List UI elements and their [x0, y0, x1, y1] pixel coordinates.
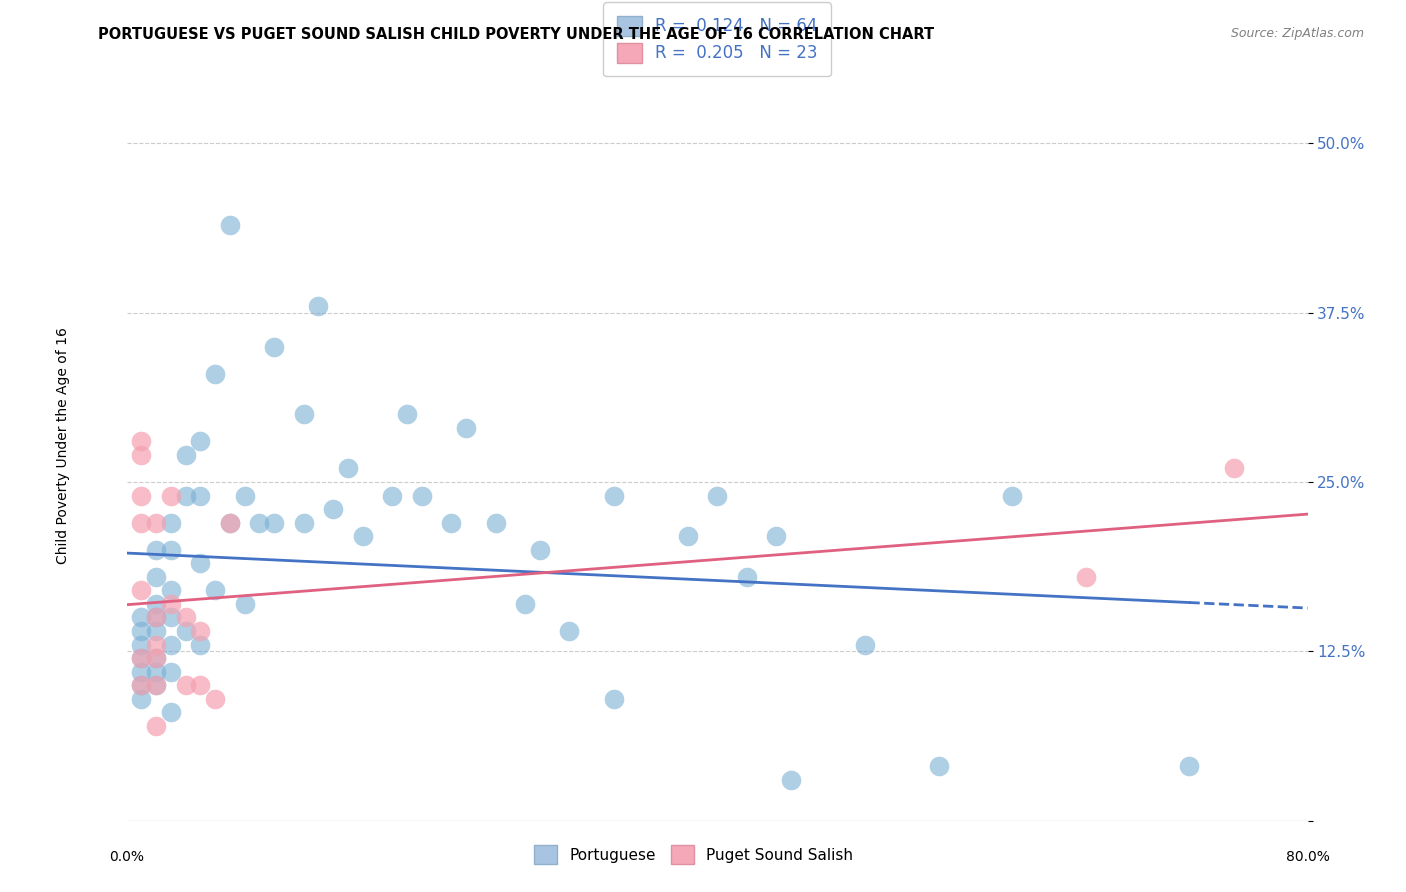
- Point: [188, 434, 211, 449]
- Point: [233, 489, 256, 503]
- Point: [145, 610, 167, 624]
- Text: PORTUGUESE VS PUGET SOUND SALISH CHILD POVERTY UNDER THE AGE OF 16 CORRELATION C: PORTUGUESE VS PUGET SOUND SALISH CHILD P…: [98, 27, 935, 42]
- Point: [352, 529, 374, 543]
- Point: [515, 597, 537, 611]
- Point: [263, 340, 285, 354]
- Point: [129, 489, 153, 503]
- Point: [1001, 489, 1024, 503]
- Point: [411, 489, 433, 503]
- Point: [159, 610, 183, 624]
- Point: [1076, 570, 1098, 584]
- Text: Child Poverty Under the Age of 16: Child Poverty Under the Age of 16: [56, 327, 70, 565]
- Point: [145, 651, 167, 665]
- Point: [129, 624, 153, 638]
- Text: 0.0%: 0.0%: [110, 850, 143, 863]
- Point: [322, 502, 344, 516]
- Point: [159, 489, 183, 503]
- Point: [603, 489, 626, 503]
- Point: [129, 638, 153, 652]
- Point: [159, 706, 183, 720]
- Point: [129, 678, 153, 692]
- Point: [174, 610, 197, 624]
- Point: [145, 516, 167, 530]
- Point: [145, 610, 167, 624]
- Point: [129, 678, 153, 692]
- Point: [529, 542, 551, 557]
- Point: [145, 638, 167, 652]
- Point: [454, 421, 477, 435]
- Point: [129, 610, 153, 624]
- Point: [1222, 461, 1246, 475]
- Point: [440, 516, 463, 530]
- Point: [263, 516, 285, 530]
- Point: [129, 516, 153, 530]
- Point: [159, 542, 183, 557]
- Point: [174, 678, 197, 692]
- Point: [174, 624, 197, 638]
- Point: [145, 678, 167, 692]
- Point: [129, 434, 153, 449]
- Point: [292, 516, 315, 530]
- Point: [188, 556, 211, 570]
- Point: [145, 651, 167, 665]
- Point: [145, 719, 167, 733]
- Point: [188, 489, 211, 503]
- Point: [159, 597, 183, 611]
- Point: [1178, 759, 1201, 773]
- Point: [129, 651, 153, 665]
- Point: [159, 638, 183, 652]
- Point: [145, 542, 167, 557]
- Point: [219, 218, 242, 232]
- Point: [145, 624, 167, 638]
- Legend: Portuguese, Puget Sound Salish: Portuguese, Puget Sound Salish: [526, 838, 860, 871]
- Point: [145, 570, 167, 584]
- Point: [292, 407, 315, 421]
- Point: [779, 772, 801, 787]
- Point: [145, 678, 167, 692]
- Point: [129, 651, 153, 665]
- Point: [706, 489, 728, 503]
- Point: [928, 759, 950, 773]
- Point: [129, 583, 153, 598]
- Point: [233, 597, 256, 611]
- Point: [676, 529, 699, 543]
- Point: [159, 665, 183, 679]
- Point: [129, 691, 153, 706]
- Point: [484, 516, 508, 530]
- Point: [188, 624, 211, 638]
- Point: [307, 299, 329, 313]
- Point: [204, 367, 226, 381]
- Point: [765, 529, 787, 543]
- Point: [219, 516, 242, 530]
- Point: [174, 489, 197, 503]
- Point: [603, 691, 626, 706]
- Point: [219, 516, 242, 530]
- Point: [853, 638, 876, 652]
- Point: [174, 448, 197, 462]
- Point: [381, 489, 404, 503]
- Text: 80.0%: 80.0%: [1285, 850, 1330, 863]
- Point: [204, 583, 226, 598]
- Point: [145, 597, 167, 611]
- Point: [129, 448, 153, 462]
- Point: [159, 583, 183, 598]
- Point: [145, 665, 167, 679]
- Point: [247, 516, 270, 530]
- Point: [337, 461, 360, 475]
- Point: [396, 407, 419, 421]
- Point: [159, 516, 183, 530]
- Point: [188, 638, 211, 652]
- Point: [735, 570, 758, 584]
- Text: Source: ZipAtlas.com: Source: ZipAtlas.com: [1230, 27, 1364, 40]
- Point: [204, 691, 226, 706]
- Point: [558, 624, 581, 638]
- Point: [129, 665, 153, 679]
- Point: [188, 678, 211, 692]
